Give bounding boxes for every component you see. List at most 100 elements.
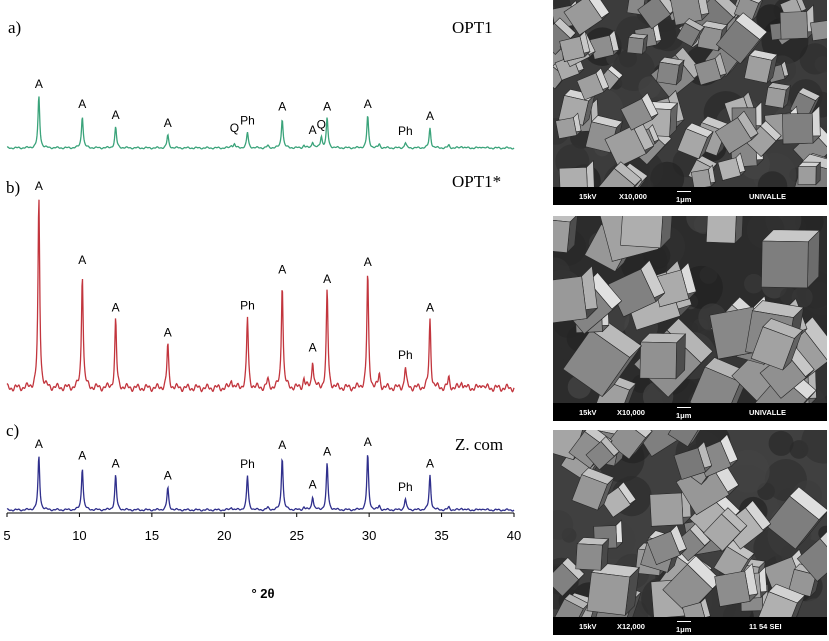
peak-label: Q: [317, 118, 326, 132]
sem-image-zcom: 15kV X12,000 1μm 11 54 SEI: [553, 430, 827, 635]
x-tick-label: 10: [72, 528, 86, 543]
sem-magnification: X12,000: [617, 622, 645, 631]
peak-label: A: [278, 263, 286, 277]
crystal: [553, 216, 578, 254]
peak-label: Ph: [240, 113, 255, 127]
sem-magnification: X10,000: [617, 408, 645, 417]
crystal: [553, 557, 585, 597]
crystal: [810, 20, 827, 42]
sem-voltage: 15kV: [579, 622, 597, 631]
crystal: [714, 562, 759, 608]
peak-label: Ph: [398, 348, 413, 362]
crystal: [750, 318, 804, 371]
x-tick-label: 15: [145, 528, 159, 543]
sem-lab: UNIVALLE: [749, 408, 786, 417]
x-tick-label: 20: [217, 528, 231, 543]
x-tick-label: 40: [507, 528, 521, 543]
sem-voltage: 15kV: [579, 408, 597, 417]
crystal: [676, 122, 714, 160]
crystal: [559, 30, 591, 63]
peak-label: A: [426, 109, 434, 123]
crystal: [761, 229, 821, 289]
scale-bar: [677, 407, 691, 408]
crystal: [705, 216, 744, 244]
peak-label: A: [323, 99, 331, 113]
peak-label: A: [364, 97, 372, 111]
peak-label: Q: [230, 121, 239, 135]
crystal: [651, 262, 698, 308]
scale-bar: [677, 191, 691, 192]
sem-voltage: 15kV: [579, 192, 597, 201]
peak-label: A: [78, 448, 86, 462]
sem-image-opt1-star: 15kV X10,000 1μm UNIVALLE: [553, 216, 827, 421]
crystal: [796, 531, 827, 582]
peak-label: A: [426, 301, 434, 315]
peak-label: A: [323, 272, 331, 286]
peak-label: A: [164, 116, 172, 130]
pattern-line-2: [6, 199, 515, 393]
crystal: [670, 0, 710, 26]
crystal: [620, 92, 659, 131]
peak-label: A: [78, 97, 86, 111]
crystal: [743, 49, 779, 85]
crystal: [656, 56, 685, 86]
crystal: [563, 0, 610, 36]
crystal: [589, 29, 620, 60]
peak-label: A: [323, 445, 331, 459]
panel-label-a: a): [8, 18, 21, 37]
peak-label: A: [278, 438, 286, 452]
crystal: [600, 481, 637, 518]
sem-scale: 1μm: [676, 411, 692, 420]
sem-magnification: X10,000: [619, 192, 647, 201]
crystal: [797, 161, 822, 186]
x-axis-ticks: 5 10 15 20 25 30 35 40: [3, 513, 521, 543]
peak-label: A: [278, 99, 286, 113]
crystal: [782, 105, 822, 145]
sem-scale: 1μm: [676, 625, 692, 634]
crystal: [553, 265, 599, 324]
peak-label: Ph: [398, 480, 413, 494]
x-axis-label: ° 2θ: [251, 586, 274, 601]
peak-label: Ph: [398, 124, 413, 138]
x-tick-label: 35: [434, 528, 448, 543]
scale-bar: [677, 621, 691, 622]
crystal: [607, 430, 653, 460]
crystal: [703, 507, 748, 552]
x-tick-label: 5: [3, 528, 10, 543]
peak-label: A: [112, 301, 120, 315]
sem-info-bar: 15kV X10,000 1μm UNIVALLE: [553, 403, 827, 421]
crystal: [555, 112, 583, 140]
peak-label: A: [78, 253, 86, 267]
peak-label: A: [112, 456, 120, 470]
sem-info-bar: 15kV X10,000 1μm UNIVALLE: [553, 187, 827, 205]
peak-label: A: [164, 469, 172, 483]
peak-label: A: [364, 435, 372, 449]
crystal: [586, 562, 640, 617]
x-tick-label: 30: [362, 528, 376, 543]
crystal: [639, 332, 687, 380]
crystal: [714, 110, 759, 155]
peak-label: A: [164, 325, 172, 339]
sem-lab: 11 54 SEI: [749, 622, 782, 631]
sample-name-zcom: Z. com: [455, 435, 503, 454]
crystal: [562, 317, 642, 398]
sample-name-opt1-star: OPT1*: [452, 172, 501, 191]
peak-label: A: [35, 77, 43, 91]
crystal: [715, 12, 768, 65]
crystal: [626, 33, 649, 55]
crystal: [694, 52, 727, 86]
crystal: [607, 259, 666, 318]
crystal: [571, 467, 615, 511]
crystal: [765, 486, 827, 550]
panel-label-b: b): [6, 178, 20, 197]
crystal: [717, 152, 747, 181]
crystal: [575, 537, 610, 572]
crystal: [673, 441, 713, 480]
peak-label: Ph: [240, 299, 255, 313]
peak-label: Ph: [240, 457, 255, 471]
crystal: [637, 0, 677, 30]
sem-image-opt1: 15kV X10,000 1μm UNIVALLE: [553, 0, 827, 205]
sample-name-opt1: OPT1: [452, 18, 493, 37]
